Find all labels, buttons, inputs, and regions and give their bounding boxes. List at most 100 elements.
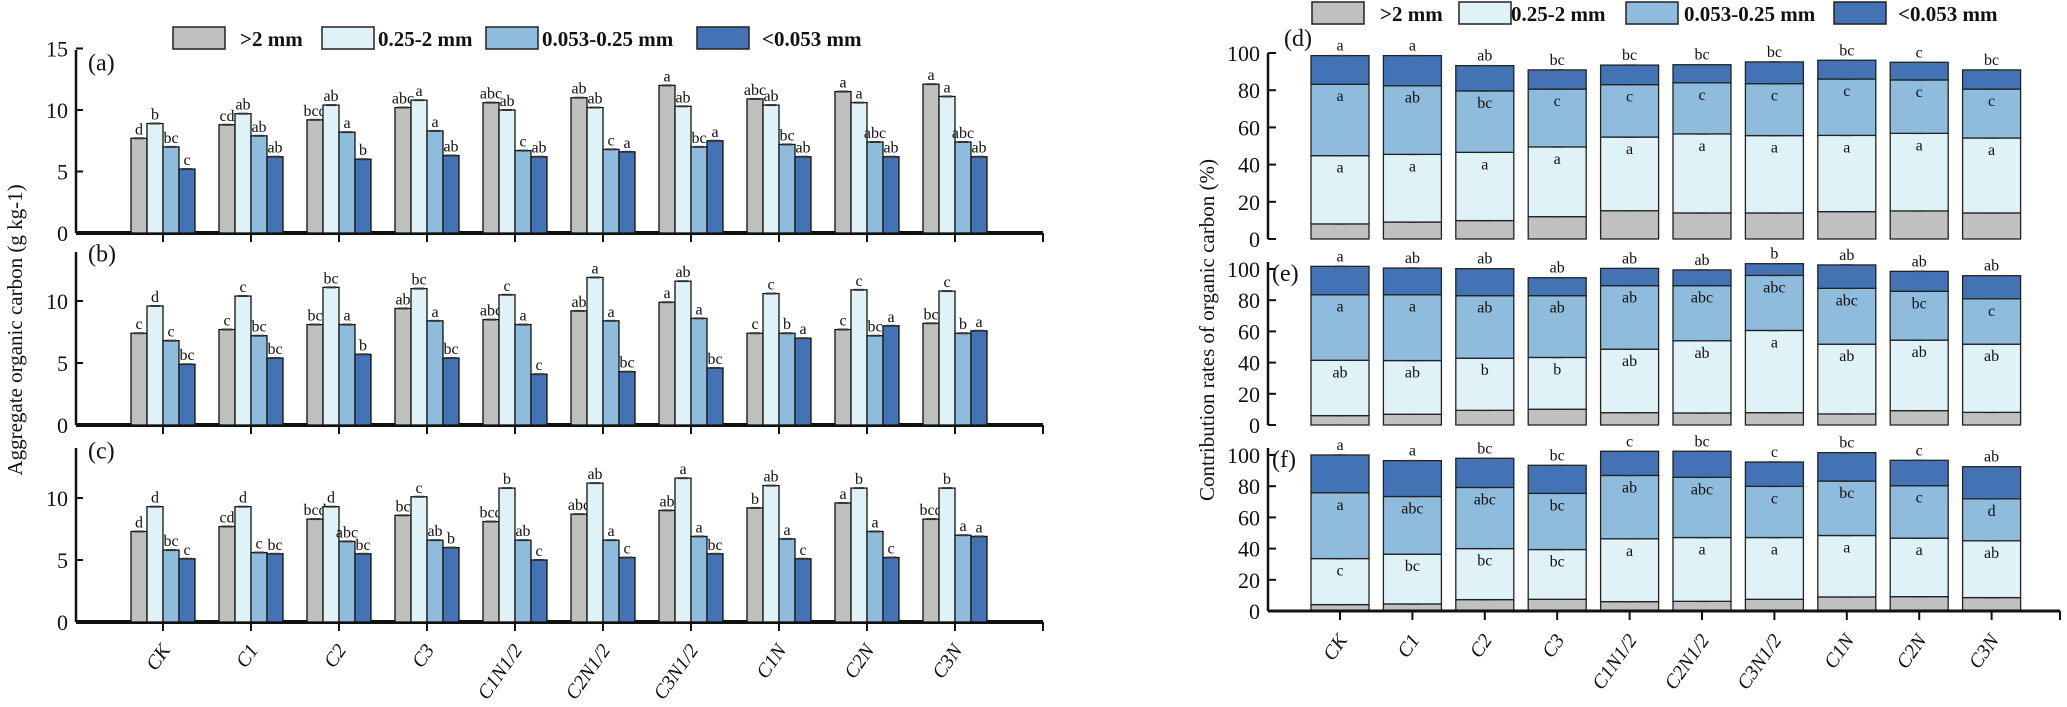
significance-letter: d [135, 514, 143, 531]
y-tick-label: 80 [1238, 78, 1260, 103]
x-category-label-c1n1-2: C1N1/2 [1588, 630, 1642, 694]
significance-letter: abc [392, 91, 414, 108]
significance-letter: a [975, 314, 982, 331]
bar-0-053-0-25-mm-c1 [250, 135, 268, 234]
significance-letter: a [1626, 543, 1633, 560]
significance-letter: a [1336, 38, 1343, 55]
significance-letter: ab [659, 493, 674, 510]
left-y-axis-title: Aggregate organic carbon (g kg-1) [3, 184, 27, 475]
significance-letter: b [1553, 361, 1561, 378]
bar-0-25-2-mm-ck [146, 122, 164, 234]
significance-letter: bc [1839, 485, 1854, 502]
stack-0-053-0-25-mm-c3n [1961, 498, 2022, 542]
bar-0-25-2-mm-c3n1-2 [674, 280, 692, 426]
significance-letter: bc [1550, 447, 1565, 464]
significance-letter: ab [1405, 90, 1420, 107]
significance-letter: c [183, 152, 190, 169]
bar-2-mm-c1 [218, 328, 236, 426]
panel-label-c: (c) [88, 438, 115, 464]
stack-2-mm-c1 [1382, 413, 1443, 426]
bar-0-053-mm-c1n [794, 156, 812, 234]
significance-letter: ab [1477, 300, 1492, 317]
significance-letter: ab [1550, 300, 1565, 317]
significance-letter: c [167, 324, 174, 341]
bar-0-25-2-mm-c3n1-2 [674, 477, 692, 623]
legend-label-2-mm: >2 mm [240, 27, 303, 51]
right-panels: 020406080100(d)caaacaababcabcababcacbcaa… [1227, 26, 2061, 694]
bar-0-25-2-mm-c1n1-2 [498, 109, 516, 234]
stack-0-053-mm-c3n [1961, 466, 2022, 500]
stack-0-053-0-25-mm-c2 [1455, 295, 1515, 359]
significance-letter: ab [443, 139, 458, 156]
significance-letter: c [1988, 93, 1995, 110]
bar-2-mm-c1n1-2 [482, 101, 500, 234]
significance-letter: c [1843, 83, 1850, 100]
significance-letter: bc [267, 537, 282, 554]
bar-2-mm-c2n [834, 502, 852, 623]
legend-swatch-0-25-2-mm [321, 26, 375, 50]
stack-0-053-0-25-mm-c1n1-2 [1599, 83, 1660, 138]
significance-letter: a [927, 67, 934, 84]
stack-0-25-2-mm-ck [1310, 359, 1370, 417]
stack-0-053-mm-c2n [1889, 270, 1949, 292]
stack-0-053-0-25-mm-c2 [1455, 90, 1515, 153]
significance-letter: bc [355, 537, 370, 554]
bar-0-053-mm-c2n [882, 556, 900, 623]
stack-0-053-0-25-mm-ck [1310, 83, 1370, 157]
bar-2-mm-c3n [922, 518, 940, 623]
significance-letter: c [943, 274, 950, 291]
significance-letter: a [1916, 137, 1923, 154]
stack-0-25-2-mm-c1n [1817, 534, 1877, 598]
bar-2-mm-c3 [394, 514, 412, 623]
significance-letter: b [751, 491, 759, 508]
stack-2-mm-c3n [1961, 212, 2022, 240]
panel-e: 020406080100(e)aabaaaabaabababababababaa… [1227, 246, 2022, 438]
stack-0-053-0-25-mm-c1n1-2 [1599, 285, 1660, 350]
significance-letter: a [343, 308, 350, 325]
significance-letter: a [431, 304, 438, 321]
bar-2-mm-c2n [834, 328, 852, 426]
legend-swatch-2-mm [1311, 1, 1365, 25]
significance-letter: bc [1622, 47, 1637, 64]
bar-0-053-mm-c3 [442, 546, 460, 623]
y-tick-label: 100 [1227, 443, 1260, 468]
significance-letter: cd [219, 108, 234, 125]
stack-0-053-mm-c1n [1817, 59, 1877, 80]
stack-0-053-mm-c3 [1527, 464, 1587, 495]
stack-0-053-0-25-mm-c1n [1817, 480, 1877, 537]
significance-letter: bc [1477, 95, 1492, 112]
significance-letter: abc [864, 125, 886, 142]
significance-letter: c [887, 541, 894, 558]
bar-0-25-2-mm-c1n1-2 [498, 487, 516, 623]
bar-0-053-mm-ck [178, 168, 196, 234]
significance-letter: d [151, 289, 159, 306]
bar-0-053-mm-c2n [882, 325, 900, 426]
significance-letter: c [1626, 89, 1633, 106]
bar-0-053-0-25-mm-c2n [866, 141, 884, 234]
stack-2-mm-c1 [1382, 221, 1443, 240]
bar-0-053-mm-c3n1-2 [706, 367, 724, 426]
significance-letter: bcd [479, 505, 502, 522]
x-category-label-c1n1-2: C1N1/2 [473, 640, 527, 704]
bar-0-25-2-mm-c2n1-2 [586, 276, 604, 426]
stack-0-053-0-25-mm-c3n1-2 [1744, 485, 1805, 539]
significance-letter: a [1916, 542, 1923, 559]
legend-label-0-25-2-mm: 0.25-2 mm [1511, 2, 1606, 26]
significance-letter: a [343, 115, 350, 132]
significance-letter: bcd [919, 502, 942, 519]
bar-0-053-mm-c2 [354, 553, 372, 623]
bar-0-053-mm-c1 [266, 553, 284, 623]
bar-0-25-2-mm-c1 [234, 295, 252, 426]
significance-letter: a [519, 308, 526, 325]
significance-letter: ab [235, 97, 250, 114]
y-tick-label: 40 [1238, 351, 1260, 376]
bar-0-25-2-mm-c2 [322, 286, 340, 426]
bar-0-053-mm-c2n1-2 [618, 556, 636, 623]
stack-2-mm-c2n [1889, 409, 1949, 426]
significance-letter: c [519, 134, 526, 151]
stack-0-053-mm-c1n [1817, 452, 1877, 482]
significance-letter: ab [1984, 258, 1999, 275]
stack-0-053-mm-c3n1-2 [1744, 61, 1805, 85]
significance-letter: ab [427, 523, 442, 540]
significance-letter: ab [1984, 449, 1999, 466]
